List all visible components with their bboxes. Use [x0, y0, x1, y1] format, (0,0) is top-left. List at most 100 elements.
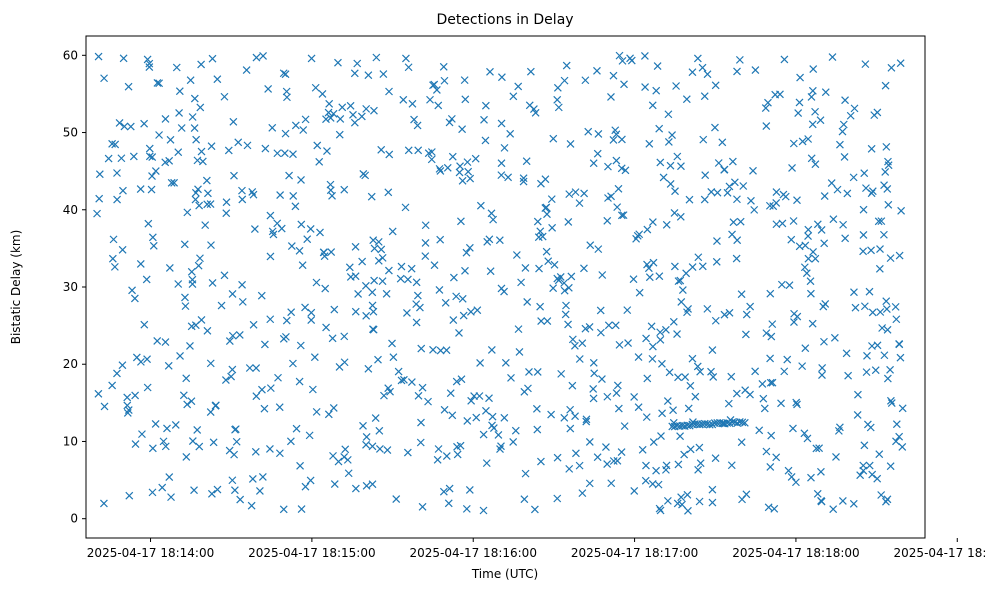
data-point	[696, 459, 705, 468]
data-point	[800, 429, 809, 438]
data-point	[487, 209, 496, 218]
data-point	[167, 178, 176, 187]
data-point	[873, 341, 882, 350]
data-point	[389, 353, 398, 362]
data-point	[266, 315, 275, 324]
data-point	[238, 195, 247, 204]
data-point	[892, 437, 900, 446]
data-point	[653, 62, 662, 70]
data-point	[641, 83, 650, 92]
data-point	[359, 421, 367, 430]
data-point	[251, 447, 260, 456]
data-point	[647, 322, 656, 331]
data-point	[326, 114, 335, 122]
data-point	[249, 190, 258, 199]
data-point	[301, 482, 310, 491]
data-point	[526, 67, 535, 76]
data-point	[691, 392, 700, 401]
data-point	[554, 103, 563, 112]
data-point	[807, 473, 815, 482]
data-point	[618, 56, 627, 65]
data-point	[287, 308, 296, 317]
data-point	[530, 505, 539, 514]
data-point	[524, 384, 532, 393]
data-point	[182, 453, 191, 461]
data-point	[175, 109, 184, 117]
x-tick-label: 2025-04-17 18:15:00	[248, 546, 375, 560]
data-point	[113, 369, 121, 378]
data-point	[674, 277, 683, 286]
data-point	[520, 495, 529, 504]
data-point	[772, 199, 781, 207]
data-point	[351, 242, 360, 251]
data-point	[507, 373, 515, 382]
data-point	[188, 113, 197, 121]
data-point	[582, 415, 591, 424]
data-point	[593, 66, 601, 75]
data-point	[449, 316, 458, 325]
data-point	[95, 194, 104, 203]
data-point	[615, 340, 624, 349]
data-point	[297, 220, 306, 229]
data-point	[191, 188, 200, 197]
data-point	[564, 320, 572, 329]
data-point	[880, 181, 888, 190]
data-point	[787, 472, 796, 481]
data-point	[224, 146, 233, 155]
data-point	[148, 444, 157, 453]
data-point	[161, 338, 170, 346]
data-point	[589, 159, 598, 168]
data-point	[519, 177, 528, 186]
data-point	[481, 406, 490, 415]
data-point	[238, 297, 247, 306]
data-point	[291, 202, 300, 211]
data-point	[617, 135, 626, 144]
data-point	[145, 59, 154, 68]
data-point	[536, 227, 545, 236]
data-point	[707, 367, 715, 376]
data-point	[668, 131, 676, 140]
data-point	[739, 182, 748, 190]
data-point	[291, 121, 300, 130]
data-point	[718, 138, 727, 147]
data-point	[335, 130, 344, 139]
data-point	[416, 303, 424, 312]
data-point	[839, 120, 848, 129]
data-point	[849, 499, 858, 508]
data-point	[821, 300, 830, 308]
data-point	[379, 70, 388, 78]
data-point	[382, 289, 391, 298]
data-point	[340, 332, 349, 341]
data-point	[746, 390, 754, 399]
data-point	[720, 310, 729, 319]
data-point	[708, 346, 717, 354]
data-point	[445, 484, 454, 493]
data-point	[809, 247, 817, 256]
data-point	[374, 256, 383, 265]
data-point	[465, 485, 474, 494]
data-point	[580, 189, 589, 198]
data-point	[275, 403, 284, 412]
data-point	[190, 94, 199, 103]
data-point	[252, 53, 261, 62]
data-point	[686, 381, 695, 390]
data-point	[421, 239, 430, 247]
data-point	[673, 330, 681, 338]
data-point	[458, 294, 467, 303]
data-point	[142, 275, 151, 284]
data-point	[655, 272, 664, 281]
data-point	[762, 122, 771, 130]
data-point	[444, 499, 453, 508]
data-point	[442, 452, 451, 460]
data-point	[674, 373, 682, 382]
data-point	[801, 241, 810, 250]
data-point	[435, 164, 444, 173]
data-point	[733, 236, 742, 245]
data-point	[472, 413, 481, 422]
data-point	[648, 342, 657, 351]
y-tick-label: 50	[63, 126, 78, 140]
data-point	[640, 52, 649, 60]
scatter-points	[93, 51, 907, 515]
data-point	[354, 290, 363, 298]
data-point	[806, 289, 815, 298]
